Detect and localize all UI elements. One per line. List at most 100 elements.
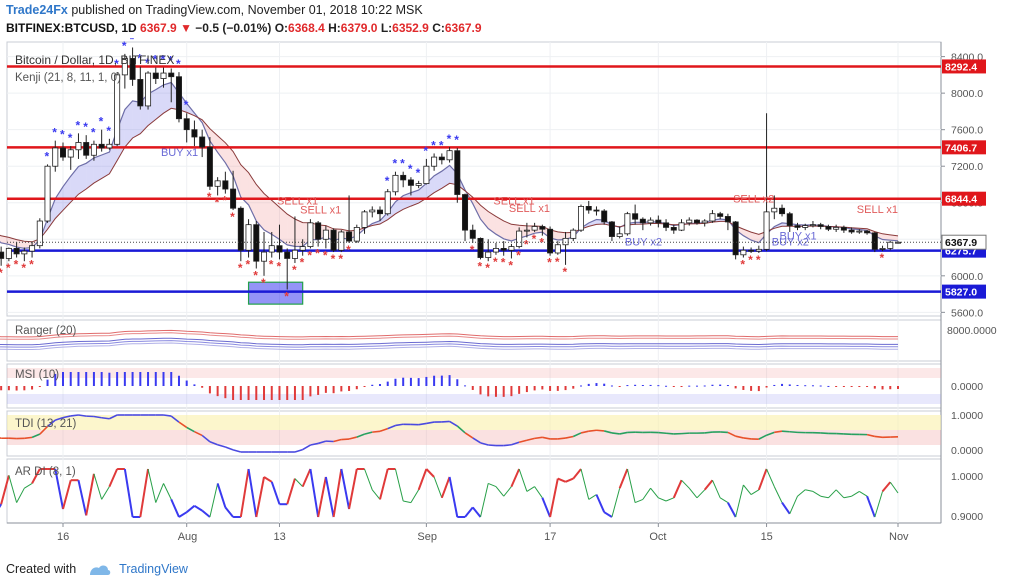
ardi-line-segment [364, 468, 373, 490]
candle-body [376, 209, 383, 215]
tdi-line-segment [201, 434, 211, 443]
ardi-line-segment [340, 468, 351, 510]
chart-title: Bitcoin / Dollar, 1D, BITFINEX [15, 53, 174, 67]
tdi-line-segment [449, 420, 458, 427]
msi-bar [858, 386, 861, 387]
sell-star-marker: * [222, 194, 227, 208]
ardi-line-segment [750, 489, 760, 496]
msi-bar [835, 386, 838, 387]
candle [206, 136, 213, 190]
msi-bar [456, 379, 459, 386]
ardi-line-segment [348, 468, 358, 510]
ardi-line-segment [394, 468, 404, 502]
candle [887, 241, 894, 251]
msi-bar [618, 386, 621, 387]
tradingview-brand-link[interactable]: TradingView [119, 562, 188, 576]
msi-bar [649, 384, 652, 386]
candle [36, 218, 43, 249]
author-name[interactable]: Trade24Fx [6, 3, 68, 17]
trading-chart[interactable]: 8400.08000.07600.07200.06800.06400.06000… [0, 38, 1011, 558]
msi-bar [773, 384, 776, 386]
candle [137, 66, 144, 110]
tdi-line-segment [372, 430, 381, 433]
candle-body [817, 224, 824, 227]
candle-body [848, 229, 855, 233]
ranger-tick-label: 8000.0000 [947, 325, 997, 337]
candle-body [562, 237, 569, 246]
msi-bar [796, 384, 799, 386]
ardi-line-segment [534, 486, 543, 499]
y-tick-label: 7600.0 [951, 125, 983, 137]
buy-star-marker: * [168, 53, 173, 67]
buy-star-marker: * [122, 39, 127, 53]
kenji-cloud-segment [751, 232, 759, 243]
ranger-line [0, 337, 898, 346]
candle-body [686, 219, 693, 224]
msi-bar [595, 383, 598, 386]
candle-body [570, 229, 577, 239]
ardi-line-segment [54, 468, 64, 510]
tdi-line-segment [866, 433, 875, 438]
tdi-line-segment [781, 430, 790, 433]
candle [732, 221, 739, 260]
tdi-line-segment [874, 435, 883, 439]
msi-bar [425, 376, 428, 386]
buy-star-marker: * [447, 132, 452, 146]
tdi-line-segment [379, 427, 388, 433]
ardi-line-segment [766, 468, 775, 487]
candle [5, 247, 12, 262]
ardi-line-segment [332, 468, 343, 518]
candle-body [307, 222, 314, 247]
msi-bar [363, 386, 366, 387]
ardi-line-segment [123, 468, 134, 518]
kenji-cloud-segment [426, 175, 435, 199]
candle [307, 219, 314, 249]
candle [407, 177, 414, 196]
msi-bar [533, 386, 536, 391]
msi-bar [541, 386, 544, 390]
price-level-label: 6844.4 [945, 194, 977, 206]
candle [160, 67, 167, 88]
candle-body [732, 221, 739, 256]
msi-bar [54, 373, 57, 386]
candle-body [369, 209, 376, 213]
close-label: C: [432, 21, 445, 35]
tdi-line-segment [526, 437, 535, 442]
ardi-line-segment [711, 479, 721, 499]
msi-bar [873, 386, 876, 389]
price-level-tag [942, 59, 986, 74]
msi-bar [92, 372, 95, 386]
candle [856, 229, 863, 234]
kenji-cloud-segment [70, 166, 79, 203]
sell-star-marker: * [501, 256, 506, 270]
buy-star-marker: * [400, 157, 405, 171]
ardi-line-segment [549, 478, 559, 518]
candle [322, 225, 329, 249]
kenji-cloud-segment [882, 233, 891, 241]
signal-label: SELL x1 [300, 205, 341, 217]
candle-body [755, 248, 762, 252]
ardi-line-segment [781, 502, 791, 515]
msi-bar [842, 386, 845, 387]
tdi-line-segment [418, 422, 427, 426]
tdi-line-segment [333, 438, 342, 443]
candle-body [693, 219, 700, 224]
last-price-label: 6367.9 [945, 237, 977, 249]
kenji-cloud-segment [155, 84, 164, 120]
x-tick-label: Aug [178, 531, 198, 543]
msi-bar [139, 372, 142, 386]
tdi-line-segment [511, 441, 520, 446]
sell-star-marker: * [207, 190, 212, 204]
tdi-line-segment [31, 433, 41, 439]
msi-bar [162, 372, 165, 386]
signal-label: BUY x1 [779, 230, 816, 242]
candle-body [214, 180, 221, 187]
kenji-cloud-segment [78, 163, 87, 195]
tdi-line-segment [658, 431, 667, 435]
publication-info: Trade24Fx published on TradingView.com, … [6, 3, 423, 17]
candle-body [802, 225, 809, 228]
sell-star-marker: * [532, 232, 537, 246]
close-value: 6367.9 [444, 21, 482, 35]
ardi-line-segment [611, 488, 621, 518]
candle [446, 147, 453, 163]
